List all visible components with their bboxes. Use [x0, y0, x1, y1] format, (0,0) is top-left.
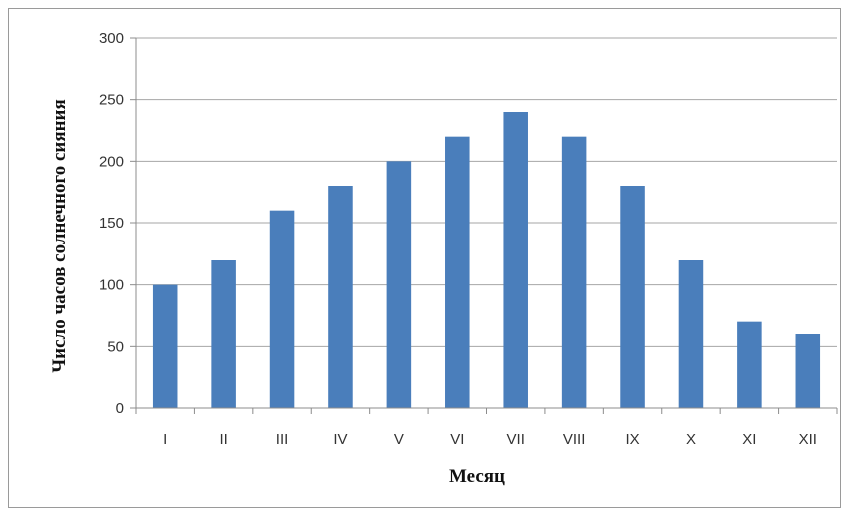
y-axis-title: Число часов солнечного сияния: [49, 99, 70, 373]
bar-i: [152, 284, 178, 408]
bar-iv: [328, 186, 353, 408]
bar-v: [386, 161, 412, 408]
bar-viii: [561, 136, 587, 408]
gridlines: [136, 37, 837, 347]
bar-ix: [620, 186, 645, 408]
x-tick-label: V: [394, 431, 404, 448]
bar-vi: [445, 136, 470, 408]
chart-frame: 0 50 100 150 200 250 300 I II III IV V VI VII VIII IX X…: [8, 8, 841, 508]
x-tick-label: VI: [450, 431, 464, 448]
x-tick-label: X: [686, 431, 696, 448]
bar-vii: [503, 112, 528, 408]
x-tick-label: III: [276, 431, 289, 448]
y-tick-label: 150: [99, 215, 124, 232]
x-tick-label: II: [219, 431, 227, 448]
bar-xii: [795, 334, 821, 408]
x-tick-label: VIII: [563, 431, 586, 448]
bar-iii: [269, 210, 295, 408]
x-tick-label: XII: [799, 431, 817, 448]
y-tick-label: 100: [99, 277, 124, 294]
x-tick-label: I: [163, 431, 167, 448]
y-tick-label: 200: [99, 153, 124, 170]
axes: [130, 37, 838, 414]
x-tick-label: VII: [507, 431, 525, 448]
bars: [152, 112, 821, 408]
y-tick-label: 250: [99, 92, 124, 109]
y-tick-labels: 0 50 100 150 200 250 300: [99, 30, 124, 417]
y-tick-label: 0: [116, 400, 124, 417]
x-tick-label: IV: [333, 431, 347, 448]
x-tick-labels: I II III IV V VI VII VIII IX X XI XII: [163, 431, 817, 448]
x-tick-label: XI: [742, 431, 756, 448]
y-tick-label: 300: [99, 30, 124, 47]
x-tick-label: IX: [625, 431, 639, 448]
bar-x: [678, 260, 704, 408]
bar-xi: [737, 321, 762, 408]
y-tick-label: 50: [107, 338, 124, 355]
x-axis-title: Месяц: [449, 466, 505, 487]
bar-ii: [211, 260, 236, 408]
